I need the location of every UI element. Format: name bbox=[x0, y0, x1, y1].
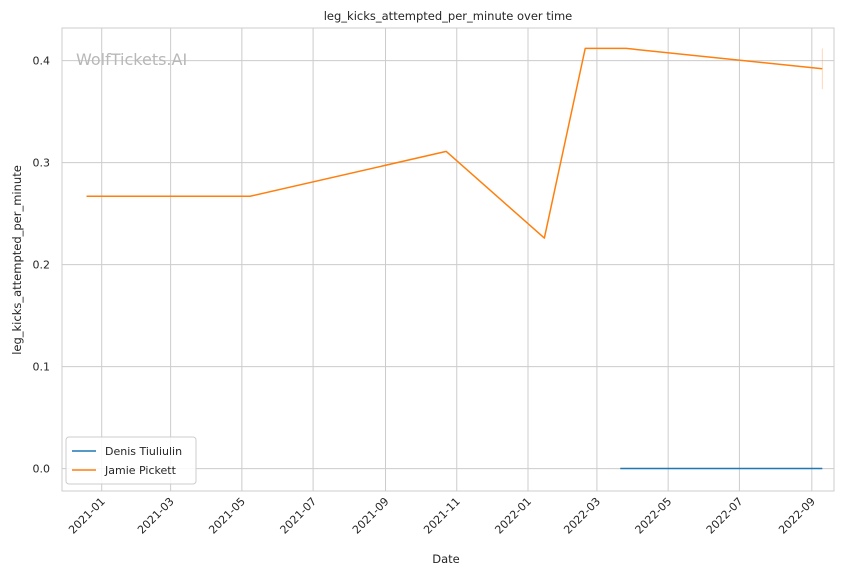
watermark: WolfTickets.AI bbox=[76, 50, 187, 69]
legend-label-denis-tiuliulin: Denis Tiuliulin bbox=[105, 445, 182, 458]
y-tick-label: 0.1 bbox=[33, 361, 51, 374]
legend-label-jamie-pickett: Jamie Pickett bbox=[104, 464, 177, 477]
y-tick-label: 0.4 bbox=[33, 55, 51, 68]
y-axis-label: leg_kicks_attempted_per_minute bbox=[10, 165, 24, 355]
chart-title: leg_kicks_attempted_per_minute over time bbox=[324, 9, 573, 23]
y-tick-label: 0.0 bbox=[33, 463, 51, 476]
y-tick-label: 0.3 bbox=[33, 157, 51, 170]
x-axis-label: Date bbox=[432, 552, 460, 566]
y-tick-label: 0.2 bbox=[33, 259, 51, 272]
legend: Denis Tiuliulin Jamie Pickett bbox=[66, 437, 196, 484]
